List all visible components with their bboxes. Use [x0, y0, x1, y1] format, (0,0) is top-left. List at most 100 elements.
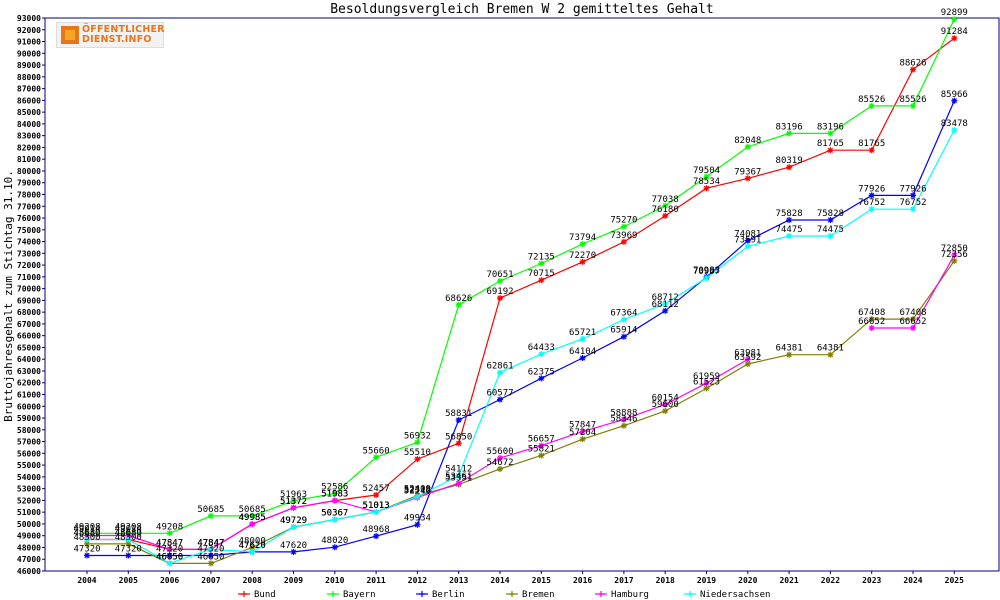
legend-swatch-marker — [330, 591, 336, 597]
data-label: 54112 — [445, 465, 472, 475]
data-point — [455, 472, 462, 479]
data-label: 75270 — [610, 216, 637, 226]
data-point — [125, 552, 132, 559]
y-tick-label: 51000 — [17, 508, 41, 517]
x-tick-label: 2004 — [77, 576, 96, 585]
x-tick-label: 2018 — [656, 576, 675, 585]
data-label: 47847 — [156, 538, 183, 548]
data-label: 47847 — [197, 538, 224, 548]
data-label: 70651 — [486, 270, 513, 280]
data-point — [455, 440, 462, 447]
y-tick-label: 56000 — [17, 449, 41, 458]
data-point — [331, 544, 338, 551]
data-label: 49985 — [239, 513, 266, 523]
y-tick-label: 85000 — [17, 108, 41, 117]
data-point — [538, 277, 545, 284]
y-tick-label: 88000 — [17, 73, 41, 82]
data-point — [497, 396, 503, 403]
data-label: 56932 — [404, 431, 431, 441]
data-label: 53461 — [445, 472, 472, 482]
data-point — [620, 333, 627, 340]
data-label: 64104 — [569, 347, 596, 357]
data-label: 52457 — [363, 484, 390, 494]
data-point — [331, 516, 338, 523]
data-label: 51372 — [280, 497, 307, 507]
data-point — [579, 436, 586, 443]
x-tick-label: 2025 — [945, 576, 964, 585]
y-tick-label: 70000 — [17, 285, 41, 294]
series-lines — [84, 16, 958, 567]
y-tick-label: 54000 — [17, 473, 41, 482]
data-label: 68112 — [652, 300, 679, 310]
data-point — [455, 480, 462, 487]
data-point — [290, 497, 297, 504]
legend-swatch-marker — [241, 591, 247, 597]
data-label: 63592 — [734, 353, 761, 363]
data-label: 77038 — [652, 195, 679, 205]
data-point — [662, 401, 669, 408]
plot-area — [44, 17, 1000, 572]
y-tick-label: 90000 — [17, 49, 41, 58]
data-label: 91284 — [941, 27, 968, 37]
data-label: 79504 — [693, 166, 720, 176]
data-label: 56657 — [528, 435, 555, 445]
legend: Bund Bayern Berlin Bremen Hamburg Niedersachs… — [238, 590, 770, 600]
data-point — [786, 217, 793, 224]
data-label: 49014 — [115, 525, 142, 535]
data-label: 57204 — [569, 428, 596, 438]
data-point — [166, 552, 173, 559]
data-label: 81765 — [858, 139, 885, 149]
data-point — [868, 206, 875, 213]
y-tick-label: 86000 — [17, 96, 41, 105]
data-label: 47320 — [73, 544, 100, 554]
data-point — [703, 385, 710, 392]
data-label: 69192 — [486, 287, 513, 297]
data-point — [910, 192, 916, 199]
data-point — [455, 301, 462, 308]
y-tick-label: 93000 — [17, 14, 41, 23]
data-point — [868, 192, 875, 199]
data-label: 80319 — [776, 156, 803, 166]
data-point — [786, 130, 793, 137]
data-label: 50367 — [321, 509, 348, 519]
y-tick-label: 91000 — [17, 38, 41, 47]
x-tick-label: 2006 — [160, 576, 179, 585]
data-point — [703, 380, 710, 387]
data-point — [497, 465, 503, 472]
data-label: 64381 — [776, 344, 803, 354]
data-point — [290, 548, 297, 555]
data-point — [207, 512, 214, 519]
data-label: 48020 — [321, 536, 348, 546]
data-point — [868, 147, 875, 154]
data-point — [620, 422, 627, 429]
data-label: 49729 — [280, 516, 307, 526]
data-point — [951, 16, 958, 23]
y-tick-label: 82000 — [17, 143, 41, 152]
legend-swatch-marker — [598, 591, 604, 597]
data-label: 47847 — [156, 538, 183, 548]
legend-item-berlin: Berlin — [416, 590, 465, 600]
x-tick-label: 2015 — [532, 576, 551, 585]
data-label: 82048 — [734, 136, 761, 146]
data-label: 85526 — [899, 95, 926, 105]
data-label: 47847 — [197, 538, 224, 548]
data-point — [662, 202, 669, 209]
data-label: 72135 — [528, 252, 555, 262]
data-label: 50685 — [239, 505, 266, 515]
data-label: 51983 — [321, 490, 348, 500]
data-label: 49934 — [404, 514, 431, 524]
data-label: 70715 — [528, 269, 555, 279]
data-label: 57847 — [569, 421, 596, 431]
data-label: 48968 — [363, 525, 390, 535]
data-label: 59600 — [652, 400, 679, 410]
data-label: 67364 — [610, 309, 637, 319]
data-point — [868, 102, 875, 109]
y-tick-label: 49000 — [17, 532, 41, 541]
data-label: 73794 — [569, 233, 596, 243]
legend-swatch-marker — [419, 591, 425, 597]
y-tick-label: 68000 — [17, 308, 41, 317]
data-label: 63981 — [734, 348, 761, 358]
data-point — [910, 316, 916, 323]
data-point — [414, 493, 421, 500]
